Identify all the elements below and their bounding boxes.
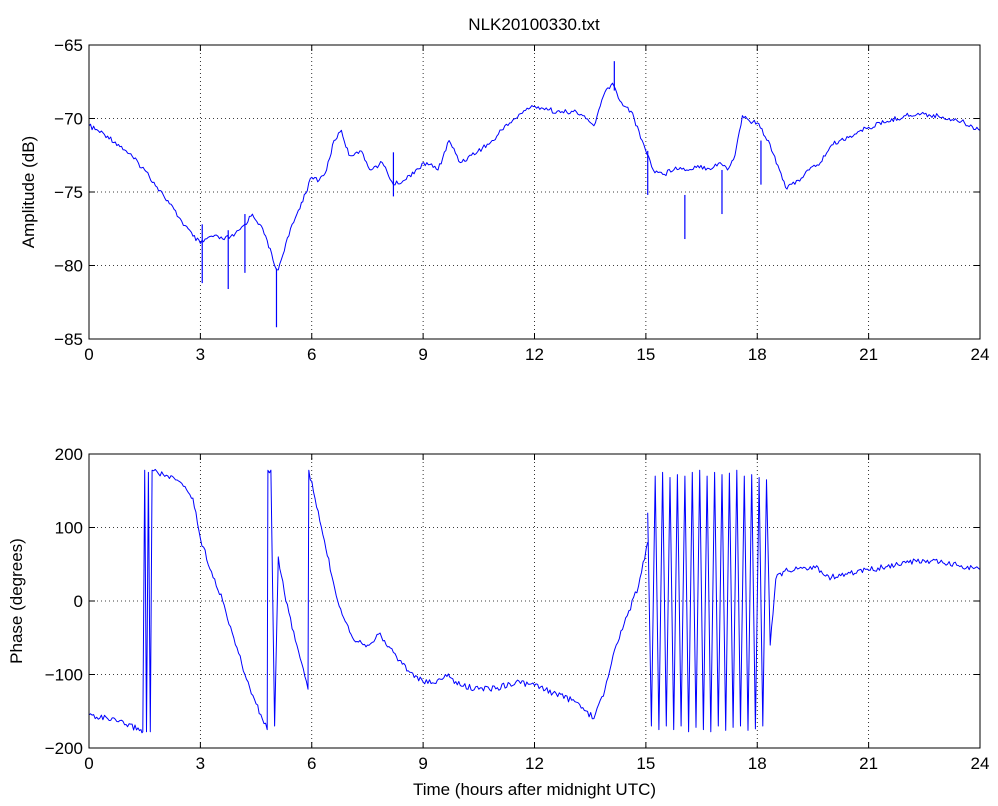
x-tick-label: 24 [971, 345, 990, 364]
x-tick-label: 9 [418, 754, 427, 773]
series-line [647, 469, 981, 733]
phase-grid [89, 454, 980, 748]
y-tick-label: −100 [45, 666, 83, 685]
x-tick-label: 24 [971, 754, 990, 773]
x-tick-label: 21 [859, 754, 878, 773]
y-tick-label: −85 [54, 330, 83, 349]
x-tick-label: 0 [84, 754, 93, 773]
x-tick-label: 15 [636, 345, 655, 364]
x-tick-label: 15 [636, 754, 655, 773]
x-tick-label: 3 [196, 345, 205, 364]
x-tick-label: 3 [196, 754, 205, 773]
y-tick-label: 200 [55, 445, 83, 464]
x-tick-label: 6 [307, 345, 316, 364]
phase-x-axis-label: Time (hours after midnight UTC) [413, 780, 656, 799]
phase-line [88, 468, 981, 734]
amplitude-line [88, 61, 981, 328]
x-tick-label: 0 [84, 345, 93, 364]
phase-ticks: 0 3 6 9 12 15 18 21 24 −200 −100 0 100 200 [45, 445, 990, 773]
phase-y-axis-label: Phase (degrees) [7, 538, 26, 664]
figure-title: NLK20100330.txt [468, 15, 600, 34]
y-tick-label: 0 [74, 592, 83, 611]
x-tick-label: 9 [418, 345, 427, 364]
y-tick-label: −75 [54, 183, 83, 202]
x-tick-label: 21 [859, 345, 878, 364]
y-tick-label: −70 [54, 110, 83, 129]
series-line [88, 468, 649, 734]
x-tick-label: 12 [525, 345, 544, 364]
phase-plot: 0 3 6 9 12 15 18 21 24 −200 −100 0 100 200 Phase (deg… [7, 445, 989, 799]
x-tick-label: 18 [748, 754, 767, 773]
amplitude-y-axis-label: Amplitude (dB) [19, 136, 38, 248]
x-tick-label: 18 [748, 345, 767, 364]
amplitude-ticks: 0 3 6 9 12 15 18 21 24 −85 −80 −75 −70 −65 [54, 36, 989, 364]
amplitude-plot: 0 3 6 9 12 15 18 21 24 −85 −80 −75 −70 −65 Amplitude … [19, 36, 989, 364]
x-tick-label: 6 [307, 754, 316, 773]
y-tick-label: −65 [54, 36, 83, 55]
y-tick-label: 100 [55, 519, 83, 538]
x-tick-label: 12 [525, 754, 544, 773]
amplitude-grid [89, 45, 980, 339]
y-tick-label: −200 [45, 739, 83, 758]
series-line [88, 82, 981, 271]
y-tick-label: −80 [54, 257, 83, 276]
